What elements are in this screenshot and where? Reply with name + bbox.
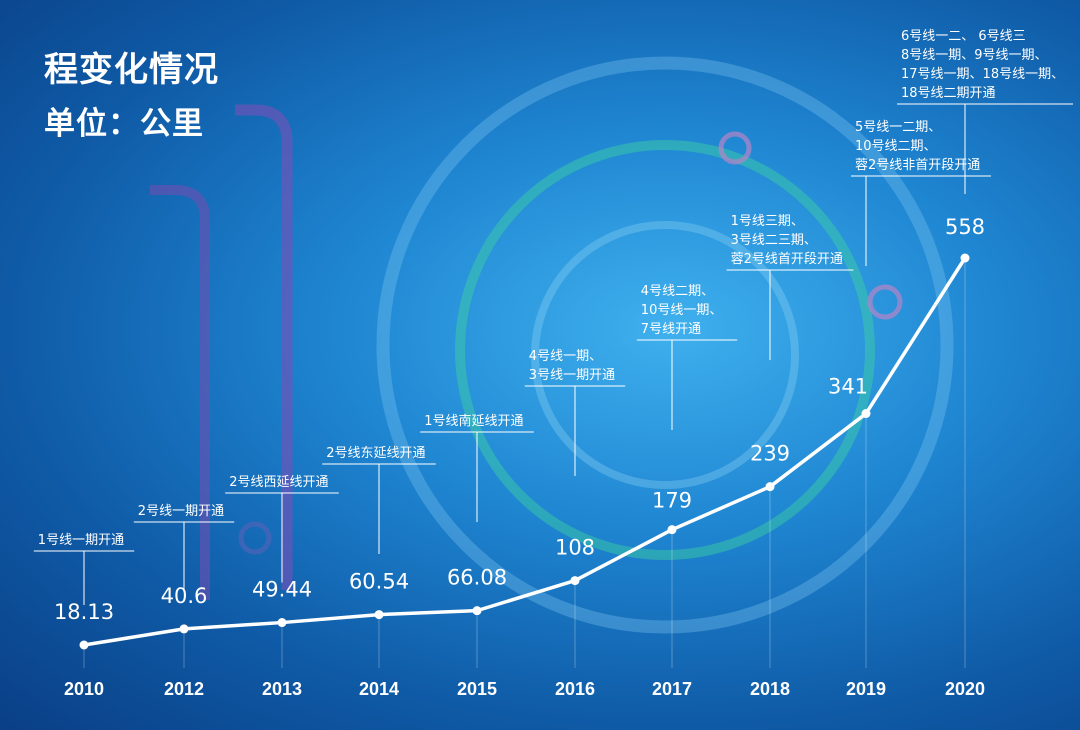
deco-node-2: [867, 284, 903, 320]
data-point: [960, 253, 970, 263]
annotation-text: 10号线二期、: [855, 139, 937, 154]
annotation-text: 18号线二期开通: [901, 86, 996, 101]
annotation-text: 4号线二期、: [641, 284, 714, 299]
deco-ring-middle: [455, 140, 875, 560]
data-point: [277, 618, 287, 628]
annotation-text: 8号线一期、9号线一期、: [901, 48, 1048, 63]
annotation-text: 10号线一期、: [641, 303, 723, 318]
data-point: [374, 610, 384, 620]
annotation-text: 1号线南延线开通: [424, 413, 523, 429]
annotation-text: 4号线一期、: [529, 349, 602, 364]
value-label: 341: [828, 375, 868, 399]
annotation-text: 2号线西延线开通: [229, 475, 328, 490]
x-tick-label: 2012: [164, 679, 204, 699]
chart-unit: 单位：公里: [44, 106, 204, 142]
data-point: [472, 606, 482, 616]
x-tick-label: 2014: [359, 679, 399, 699]
x-tick-label: 2018: [750, 679, 790, 699]
annotation-text: 17号线一期、18号线一期、: [901, 67, 1064, 82]
chart-title: 程变化情况: [44, 50, 219, 90]
x-tick-label: 2019: [846, 679, 886, 699]
annotation-text: 蓉2号线首开段开通: [731, 252, 843, 267]
x-tick-label: 2015: [457, 679, 497, 699]
value-label: 108: [555, 536, 595, 560]
x-tick-label: 2010: [64, 679, 104, 699]
data-point: [570, 576, 580, 586]
deco-ring-outer: [376, 56, 954, 634]
value-label: 558: [945, 215, 985, 239]
data-point: [179, 624, 189, 634]
data-point: [79, 640, 89, 650]
annotation-text: 1号线三期、: [731, 214, 804, 229]
annotation-text: 3号线二三期、: [731, 233, 817, 248]
data-point: [861, 409, 871, 419]
deco-ring-inner: [531, 221, 799, 489]
value-label: 66.08: [447, 566, 507, 590]
annotation-text: 3号线一期开通: [529, 368, 615, 383]
data-point: [667, 525, 677, 535]
value-label: 179: [652, 489, 692, 513]
annotation-text: 7号线开通: [641, 322, 701, 337]
annotation-text: 2号线东延线开通: [326, 446, 425, 461]
x-tick-label: 2020: [945, 679, 985, 699]
annotation-text: 6号线一二、 6号线三: [901, 29, 1026, 44]
annotation-text: 5号线一二期、: [855, 120, 941, 135]
deco-metro-line-1: [150, 185, 210, 600]
value-label: 239: [750, 442, 790, 466]
value-label: 60.54: [349, 570, 409, 594]
deco-metro-line-2: [235, 104, 293, 590]
x-tick-label: 2016: [555, 679, 595, 699]
deco-node-3: [238, 521, 272, 555]
x-tick-label: 2017: [652, 679, 692, 699]
x-tick-label: 2013: [262, 679, 302, 699]
data-point: [765, 482, 775, 492]
annotation-text: 1号线一期开通: [38, 533, 124, 548]
series-line: [83, 257, 967, 647]
deco-node-1: [718, 131, 752, 165]
annotation-text: 蓉2号线非首开段开通: [855, 158, 980, 173]
annotation-text: 2号线一期开通: [138, 504, 224, 519]
